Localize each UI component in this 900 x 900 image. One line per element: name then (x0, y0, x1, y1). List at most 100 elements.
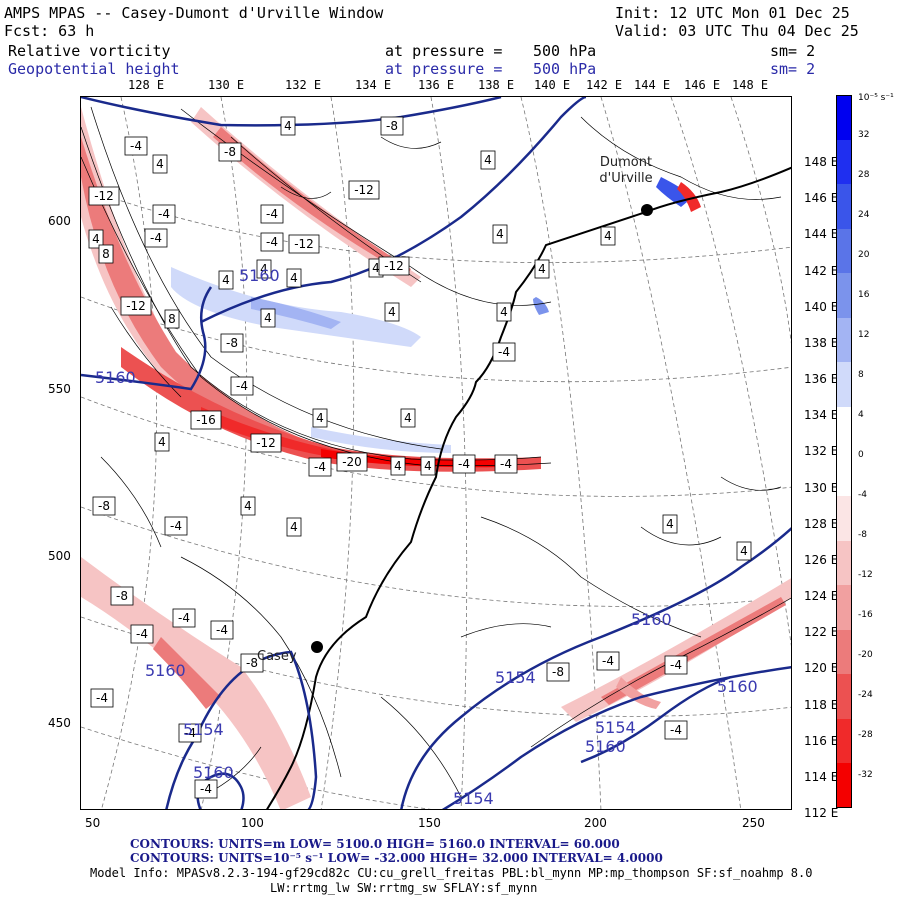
svg-text:4: 4 (666, 517, 674, 531)
svg-text:-16: -16 (196, 413, 216, 427)
height-value-label: 5160 (145, 661, 186, 680)
top-longitude-label: 140 E (534, 78, 571, 92)
vorticity-value-label: 4 (286, 268, 302, 288)
colorbar-frame (836, 95, 852, 808)
vorticity-value-label: -4 (144, 228, 168, 248)
colorbar-label: -16 (858, 610, 873, 620)
vorticity-value-label: -4 (260, 232, 284, 252)
svg-text:-4: -4 (314, 460, 326, 474)
right-longitude-label: 130 E (804, 481, 839, 495)
height-value-label: 5160 (95, 368, 136, 387)
right-longitude-label: 138 E (804, 336, 839, 350)
station-markers (311, 204, 653, 653)
x-axis-label: 100 (241, 816, 264, 830)
x-axis-label: 50 (85, 816, 101, 830)
svg-text:-4: -4 (158, 207, 170, 221)
x-axis-label: 150 (418, 816, 441, 830)
vorticity-value-label: -4 (90, 688, 114, 708)
field2-level-label: at pressure = (385, 60, 503, 78)
svg-text:-12: -12 (94, 189, 114, 203)
vorticity-value-label: -4 (172, 608, 196, 628)
vorticity-value-label: -4 (664, 655, 688, 675)
right-longitude-label: 120 E (804, 661, 839, 675)
svg-text:-12: -12 (256, 436, 276, 450)
vorticity-value-label: 4 (736, 541, 752, 561)
vorticity-value-label: 4 (420, 456, 436, 476)
vorticity-value-label: -8 (218, 142, 242, 162)
svg-text:4: 4 (388, 305, 396, 319)
vorticity-shading (81, 107, 791, 809)
svg-text:-4: -4 (266, 235, 278, 249)
right-longitude-label: 126 E (804, 553, 839, 567)
svg-text:4: 4 (740, 544, 748, 558)
svg-text:4: 4 (290, 271, 298, 285)
svg-text:4: 4 (156, 157, 164, 171)
vorticity-value-label: 4 (286, 517, 302, 537)
field2-name: Geopotential height (8, 60, 180, 78)
forecast-hour: Fcst: 63 h (4, 22, 95, 40)
svg-text:4: 4 (284, 119, 292, 133)
field1-level-label: at pressure = (385, 42, 503, 60)
top-longitude-label: 128 E (128, 78, 165, 92)
vorticity-value-label: -4 (492, 342, 516, 362)
top-longitude-label: 136 E (418, 78, 455, 92)
svg-text:-4: -4 (498, 345, 510, 359)
svg-text:4: 4 (222, 273, 230, 287)
vorticity-value-label: 4 (260, 308, 276, 328)
right-longitude-label: 112 E (804, 806, 839, 820)
vorticity-value-label: 8 (164, 309, 180, 329)
field1-name: Relative vorticity (8, 42, 171, 60)
colorbar-label: 28 (858, 170, 870, 180)
top-longitude-label: 134 E (355, 78, 392, 92)
vorticity-value-label: 4 (152, 154, 168, 174)
svg-text:-4: -4 (200, 782, 212, 796)
colorbar-label: 12 (858, 330, 870, 340)
colorbar-segment (836, 273, 852, 319)
contours-info-height: CONTOURS: UNITS=m LOW= 5100.0 HIGH= 5160… (130, 837, 620, 851)
field2-smoothing: sm= 2 (770, 60, 816, 78)
vorticity-value-label: -4 (194, 779, 218, 799)
field1-level: 500 hPa (533, 42, 597, 60)
svg-text:4: 4 (484, 153, 492, 167)
svg-text:-4: -4 (602, 654, 614, 668)
x-axis-label: 250 (742, 816, 765, 830)
station-label-dumont: Dumont d'Urville (599, 155, 653, 186)
colorbar-segment (836, 718, 852, 764)
colorbar-label: -12 (858, 570, 873, 580)
colorbar-label: -32 (858, 770, 873, 780)
colorbar-segment (836, 362, 852, 408)
height-value-label: 5154 (495, 668, 536, 687)
colorbar-label: 0 (858, 450, 864, 460)
colorbar-segment (836, 184, 852, 230)
vorticity-value-label: -4 (260, 204, 284, 224)
model-info-radiation: LW:rrtmg_lw SW:rrtmg_sw SFLAY:sf_mynn (270, 881, 538, 895)
height-value-label: 5160 (239, 266, 280, 285)
casey-marker (311, 641, 323, 653)
right-longitude-label: 122 E (804, 625, 839, 639)
y-axis-label: 550 (48, 382, 71, 396)
svg-text:8: 8 (168, 312, 176, 326)
field2-level: 500 hPa (533, 60, 597, 78)
svg-text:-4: -4 (458, 457, 470, 471)
svg-text:8: 8 (102, 247, 110, 261)
colorbar-label: -20 (858, 650, 873, 660)
colorbar-label: 32 (858, 130, 870, 140)
vorticity-value-label: 4 (662, 514, 678, 534)
colorbar-segment (836, 763, 852, 809)
svg-text:-8: -8 (116, 589, 128, 603)
vorticity-value-label: 4 (400, 408, 416, 428)
colorbar-segment (836, 496, 852, 542)
right-longitude-label: 116 E (804, 734, 839, 748)
y-axis-label: 600 (48, 214, 71, 228)
svg-text:4: 4 (538, 262, 546, 276)
map-canvas: -44-12-44-8-448-44 -8-124-44-124 -128-12 44… (81, 97, 791, 809)
right-longitude-label: 124 E (804, 589, 839, 603)
right-longitude-label: 114 E (804, 770, 839, 784)
svg-text:-12: -12 (384, 259, 404, 273)
svg-text:4: 4 (158, 435, 166, 449)
svg-text:-4: -4 (670, 723, 682, 737)
svg-text:4: 4 (290, 520, 298, 534)
contours-info-vorticity: CONTOURS: UNITS=10⁻⁵ s⁻¹ LOW= -32.000 HI… (130, 851, 663, 865)
svg-text:-8: -8 (246, 656, 258, 670)
